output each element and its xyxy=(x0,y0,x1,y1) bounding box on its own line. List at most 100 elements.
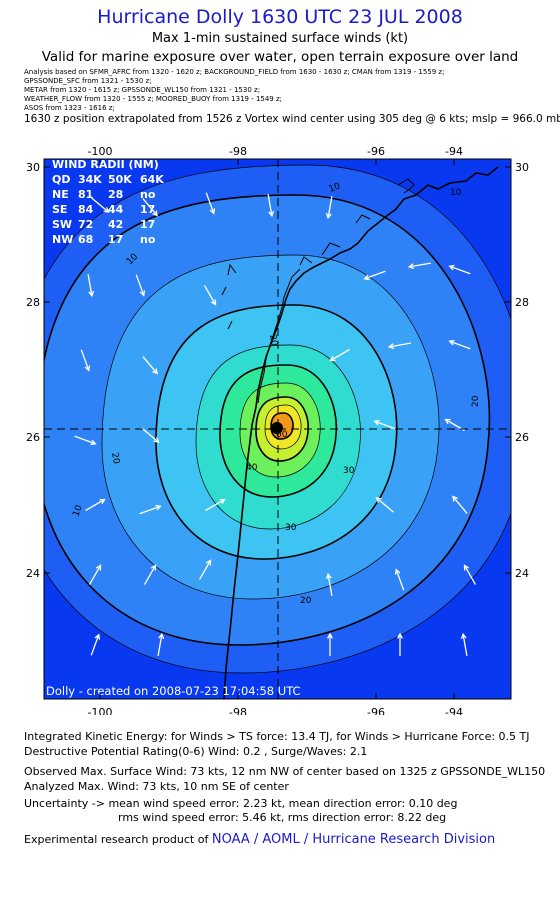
wind-radii-cell: 44 xyxy=(108,203,124,216)
wind-arrow-head xyxy=(88,290,95,298)
storm-center-marker xyxy=(271,422,283,434)
wind-arrow-head xyxy=(84,365,91,372)
wind-radii-cell: NW xyxy=(52,233,73,246)
wind-arrow xyxy=(203,285,217,305)
lat-label-left: 30 xyxy=(26,161,40,174)
wind-arrow-head xyxy=(152,368,158,375)
wind-radii-cell: SE xyxy=(52,203,67,216)
wind-arrow-head xyxy=(152,210,158,217)
wind-arrow-head xyxy=(444,418,451,425)
contour-label: 10 xyxy=(328,181,342,194)
lon-label-bottom: -94 xyxy=(445,706,463,715)
wind-radii-cell: SW xyxy=(52,218,72,231)
contour-label: 20 xyxy=(267,334,279,347)
wind-radii-header: 34K xyxy=(78,173,102,186)
wind-arrow xyxy=(80,349,90,371)
lat-label-left: 28 xyxy=(26,296,40,309)
lat-label-right: 28 xyxy=(515,296,529,309)
lon-label-bottom: -96 xyxy=(367,706,385,715)
wind-radii-cell: 17 xyxy=(108,233,123,246)
subtitle-exposure: Valid for marine exposure over water, op… xyxy=(41,49,519,65)
wind-radii-cell: 68 xyxy=(78,233,93,246)
wind-arrow xyxy=(205,498,225,512)
wind-arrow xyxy=(462,634,468,656)
wind-radii-header: 64K xyxy=(140,173,164,186)
wind-arrow xyxy=(376,497,394,513)
wind-radii-header: 50K xyxy=(108,173,132,186)
contour-label: 10 xyxy=(450,188,462,198)
wind-arrow xyxy=(205,192,215,214)
analyzed-max-line: Analyzed Max. Wind: 73 kts, 10 nm SE of … xyxy=(24,780,289,793)
lat-label-left: 24 xyxy=(26,567,40,580)
wind-radii-cell: 28 xyxy=(108,188,123,201)
wind-arrow-head xyxy=(205,559,212,566)
contour-label: 20 xyxy=(471,395,481,407)
contour-label: 10 xyxy=(71,504,84,518)
wind-arrow xyxy=(143,565,157,585)
map-credit: Dolly - created on 2008-07-23 17:04:58 U… xyxy=(46,684,301,698)
wind-radii-cell: 81 xyxy=(78,188,93,201)
wind-arrow xyxy=(395,569,405,591)
wind-arrow xyxy=(389,342,411,348)
wind-radii-title: WIND RADII (NM) xyxy=(52,158,159,171)
wind-arrow xyxy=(74,435,96,445)
wind-arrow-head xyxy=(325,212,332,220)
lon-label-top: -98 xyxy=(229,145,247,158)
wind-arrow xyxy=(267,194,273,216)
wind-arrow xyxy=(135,274,145,296)
wind-arrow-head xyxy=(95,564,102,571)
wind-arrow xyxy=(139,505,161,515)
source-line: GPSSONDE_SFC from 1321 - 1530 z; xyxy=(24,77,152,85)
lon-label-bottom: -98 xyxy=(229,706,247,715)
hrd-link[interactable]: NOAA / AOML / Hurricane Research Divisio… xyxy=(211,832,496,847)
lon-label-top: -100 xyxy=(88,145,113,158)
source-line: METAR from 1320 - 1615 z; GPSSONDE_WL150… xyxy=(24,86,261,94)
wind-radii-table: WIND RADII (NM) QD 34K 50K 64K NE 81 28 no SE 84 4… xyxy=(52,158,164,246)
contour-label: 30 xyxy=(343,466,355,476)
position-note: 1630 z position extrapolated from 1526 z… xyxy=(24,113,560,125)
contour-label: 40 xyxy=(246,463,258,473)
wind-arrow-head xyxy=(94,633,101,640)
wind-arrow xyxy=(142,356,158,374)
wind-arrow-head xyxy=(209,208,216,215)
wind-arrow xyxy=(449,265,471,275)
wind-arrow-head xyxy=(373,419,380,426)
wind-arrow-head xyxy=(329,355,336,362)
wind-arrow xyxy=(327,196,333,218)
wind-arrow-head xyxy=(153,437,160,443)
barrier-island xyxy=(257,268,301,404)
wind-arrow-head xyxy=(407,263,415,270)
uncertainty-line-1: Uncertainty -> mean wind speed error: 2.… xyxy=(24,797,458,810)
wind-arrow-head xyxy=(397,632,403,639)
wind-arrow-head xyxy=(99,498,106,505)
wind-arrow xyxy=(141,427,159,443)
source-line: WEATHER_FLOW from 1320 - 1555 z; MOORED_… xyxy=(24,95,283,103)
wind-arrows xyxy=(74,192,477,656)
page-title: Hurricane Dolly 1630 UTC 23 JUL 2008 xyxy=(97,6,463,28)
wind-arrow xyxy=(87,274,93,296)
wind-arrow-head xyxy=(460,632,467,640)
wind-arrow xyxy=(85,498,105,512)
coastline xyxy=(223,166,499,699)
inland-bays xyxy=(221,178,415,330)
product-credit: Experimental research product of NOAA / … xyxy=(24,832,495,847)
uncertainty-line-2: rms wind speed error: 5.46 kt, rms direc… xyxy=(118,811,447,824)
wind-arrow xyxy=(463,565,477,585)
lat-label-right: 26 xyxy=(515,431,529,444)
wind-arrow-head xyxy=(103,207,110,213)
wind-arrow xyxy=(374,420,396,430)
lat-label-left: 26 xyxy=(26,431,40,444)
wind-radii-cell: 72 xyxy=(78,218,93,231)
wind-arrow-head xyxy=(448,264,455,271)
wind-radii-cell: 42 xyxy=(108,218,123,231)
dpr-line: Destructive Potential Rating(0-6) Wind: … xyxy=(24,745,368,758)
wind-arrow-head xyxy=(90,439,97,446)
wind-arrow xyxy=(364,270,386,280)
wind-arrow-head xyxy=(150,564,157,571)
wind-radii-cell: NE xyxy=(52,188,69,201)
lat-label-right: 24 xyxy=(515,567,529,580)
source-line: Analysis based on SFMR_AFRC from 1320 - … xyxy=(24,68,445,76)
wind-arrow-head xyxy=(375,497,382,503)
wind-arrow xyxy=(91,197,109,213)
